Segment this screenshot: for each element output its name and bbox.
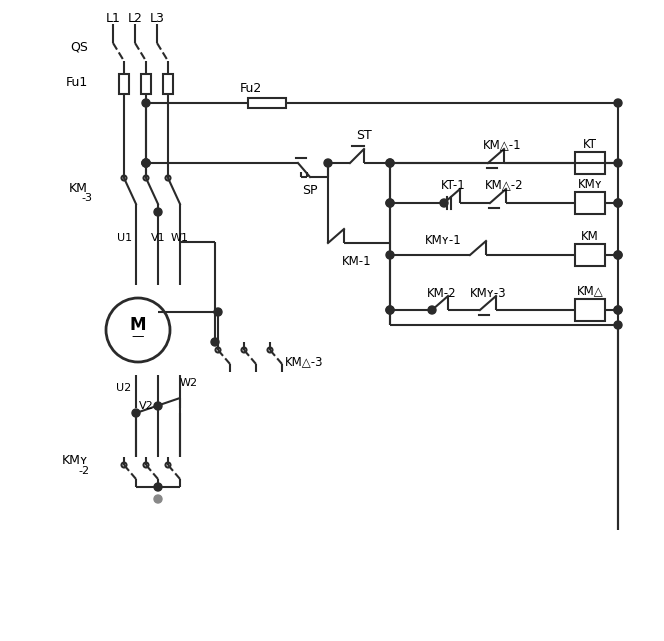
Circle shape bbox=[211, 338, 219, 346]
Circle shape bbox=[143, 463, 149, 467]
Text: QS: QS bbox=[70, 40, 88, 53]
Circle shape bbox=[614, 199, 622, 207]
Circle shape bbox=[106, 298, 170, 362]
Text: —: — bbox=[131, 331, 144, 344]
Text: -2: -2 bbox=[79, 466, 90, 476]
Text: U1: U1 bbox=[118, 233, 133, 243]
Text: KM: KM bbox=[581, 229, 599, 242]
Text: W1: W1 bbox=[171, 233, 189, 243]
Circle shape bbox=[386, 159, 394, 167]
Circle shape bbox=[122, 176, 127, 181]
Circle shape bbox=[386, 306, 394, 314]
Text: SP: SP bbox=[302, 183, 317, 197]
Circle shape bbox=[386, 159, 394, 167]
Circle shape bbox=[386, 306, 394, 314]
Text: KM-2: KM-2 bbox=[427, 287, 457, 299]
Text: L2: L2 bbox=[127, 12, 143, 24]
Text: KMʏ-1: KMʏ-1 bbox=[425, 233, 461, 247]
Text: Fu1: Fu1 bbox=[66, 76, 88, 88]
Text: KT: KT bbox=[583, 138, 597, 151]
Bar bbox=[575, 299, 605, 321]
Circle shape bbox=[386, 251, 394, 259]
Circle shape bbox=[324, 159, 332, 167]
Circle shape bbox=[242, 347, 246, 353]
Text: Fu2: Fu2 bbox=[240, 81, 262, 94]
Text: M: M bbox=[129, 316, 146, 334]
Circle shape bbox=[268, 347, 272, 353]
Text: KM-1: KM-1 bbox=[342, 254, 372, 267]
Text: L1: L1 bbox=[106, 12, 120, 24]
Circle shape bbox=[386, 199, 394, 207]
Circle shape bbox=[614, 321, 622, 329]
Circle shape bbox=[216, 347, 220, 353]
Bar bbox=[141, 74, 151, 94]
Text: -3: -3 bbox=[81, 193, 92, 203]
Circle shape bbox=[440, 199, 448, 207]
Circle shape bbox=[154, 495, 162, 503]
Circle shape bbox=[142, 159, 150, 167]
Circle shape bbox=[614, 251, 622, 259]
Circle shape bbox=[614, 306, 622, 314]
Circle shape bbox=[122, 463, 127, 467]
Circle shape bbox=[386, 199, 394, 207]
Circle shape bbox=[614, 99, 622, 107]
Text: KT-1: KT-1 bbox=[441, 178, 465, 192]
Circle shape bbox=[428, 306, 436, 314]
Text: ST: ST bbox=[356, 128, 372, 142]
Text: L3: L3 bbox=[149, 12, 165, 24]
Bar bbox=[163, 74, 173, 94]
Circle shape bbox=[614, 251, 622, 259]
Text: KM△-1: KM△-1 bbox=[483, 138, 522, 151]
Text: KMʏ: KMʏ bbox=[62, 453, 88, 467]
Circle shape bbox=[143, 176, 149, 181]
Text: KMʏ-3: KMʏ-3 bbox=[470, 287, 507, 299]
Circle shape bbox=[165, 176, 171, 181]
Circle shape bbox=[132, 409, 140, 417]
Bar bbox=[119, 74, 129, 94]
Text: W2: W2 bbox=[180, 378, 198, 388]
Circle shape bbox=[154, 402, 162, 410]
Circle shape bbox=[142, 99, 150, 107]
Text: KMʏ: KMʏ bbox=[578, 178, 602, 190]
Text: KM△-2: KM△-2 bbox=[485, 178, 524, 192]
Circle shape bbox=[142, 159, 150, 167]
Bar bbox=[575, 152, 605, 174]
Text: KM△: KM△ bbox=[576, 285, 604, 297]
Bar bbox=[248, 98, 286, 108]
Bar bbox=[575, 244, 605, 266]
Text: V1: V1 bbox=[151, 233, 165, 243]
Circle shape bbox=[614, 159, 622, 167]
Circle shape bbox=[154, 208, 162, 216]
Circle shape bbox=[165, 463, 171, 467]
Circle shape bbox=[154, 483, 162, 491]
Text: KM△-3: KM△-3 bbox=[285, 356, 323, 369]
Circle shape bbox=[142, 159, 150, 167]
Circle shape bbox=[614, 306, 622, 314]
Text: V2: V2 bbox=[139, 401, 153, 411]
Circle shape bbox=[614, 199, 622, 207]
Text: U2: U2 bbox=[116, 383, 131, 393]
Text: KM: KM bbox=[69, 181, 88, 194]
Bar bbox=[575, 192, 605, 214]
Circle shape bbox=[214, 308, 222, 316]
